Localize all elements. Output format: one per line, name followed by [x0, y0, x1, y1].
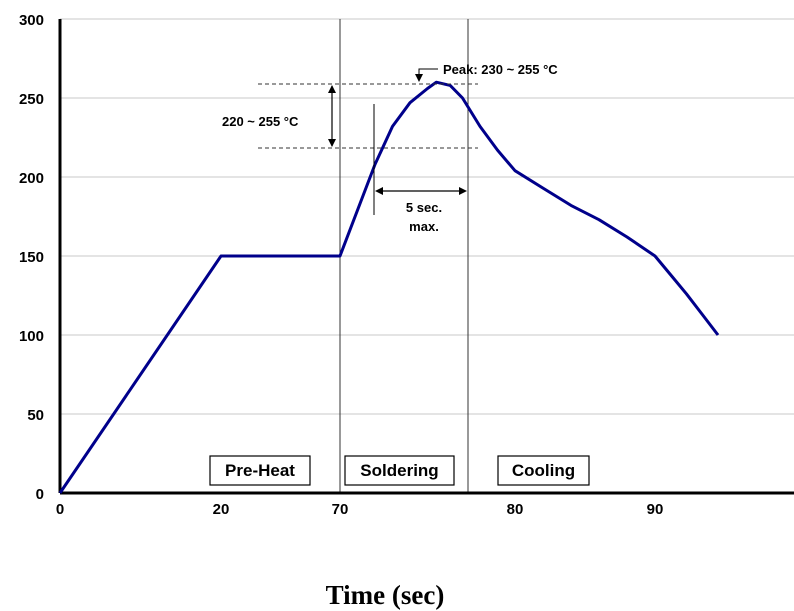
y-tick-label: 300 — [19, 12, 44, 29]
y-tick-label: 200 — [19, 170, 44, 187]
x-tick-labels: 0 20 70 80 90 — [56, 501, 664, 518]
temperature-profile-line — [58, 80, 720, 494]
y-tick-labels: 0 50 100 150 200 250 300 — [19, 12, 44, 503]
duration-arrow-left — [375, 187, 383, 195]
axes — [58, 19, 794, 495]
series — [58, 80, 720, 494]
y-tick-label: 150 — [19, 249, 44, 266]
x-tick-label: 0 — [56, 501, 64, 518]
phase-label: Soldering — [360, 461, 438, 480]
duration-label-line1: 5 sec. — [406, 200, 442, 215]
peak-label: Peak: 230 ~ 255 °C — [443, 62, 558, 77]
y-tick-label: 250 — [19, 91, 44, 108]
x-tick-label: 20 — [213, 501, 230, 518]
phase-box — [209, 455, 311, 486]
phase-label: Pre-Heat — [225, 461, 295, 480]
phase-box — [497, 455, 590, 486]
phase-label: Cooling — [512, 461, 575, 480]
y-tick-label: 0 — [36, 486, 44, 503]
x-tick-label: 90 — [647, 501, 664, 518]
phase-labels: Pre-Heat Soldering Cooling — [209, 455, 590, 486]
y-tick-label: 100 — [19, 328, 44, 345]
range-arrow-up — [328, 85, 336, 93]
range-label: 220 ~ 255 °C — [222, 114, 299, 129]
x-tick-label: 70 — [332, 501, 349, 518]
y-tick-label: 50 — [27, 407, 44, 424]
peak-pointer-arrow — [415, 74, 423, 82]
duration-arrow-right — [459, 187, 467, 195]
x-tick-label: 80 — [507, 501, 524, 518]
range-arrow-down — [328, 139, 336, 147]
duration-label-line2: max. — [409, 219, 439, 234]
x-axis-label: Time (sec) — [326, 580, 445, 610]
peak-pointer-line — [418, 68, 438, 76]
annotations: 220 ~ 255 °C 5 sec. max. Peak: 230 ~ 255 °C — [222, 62, 558, 234]
grid-lines — [60, 18, 794, 415]
phase-box — [344, 455, 455, 486]
